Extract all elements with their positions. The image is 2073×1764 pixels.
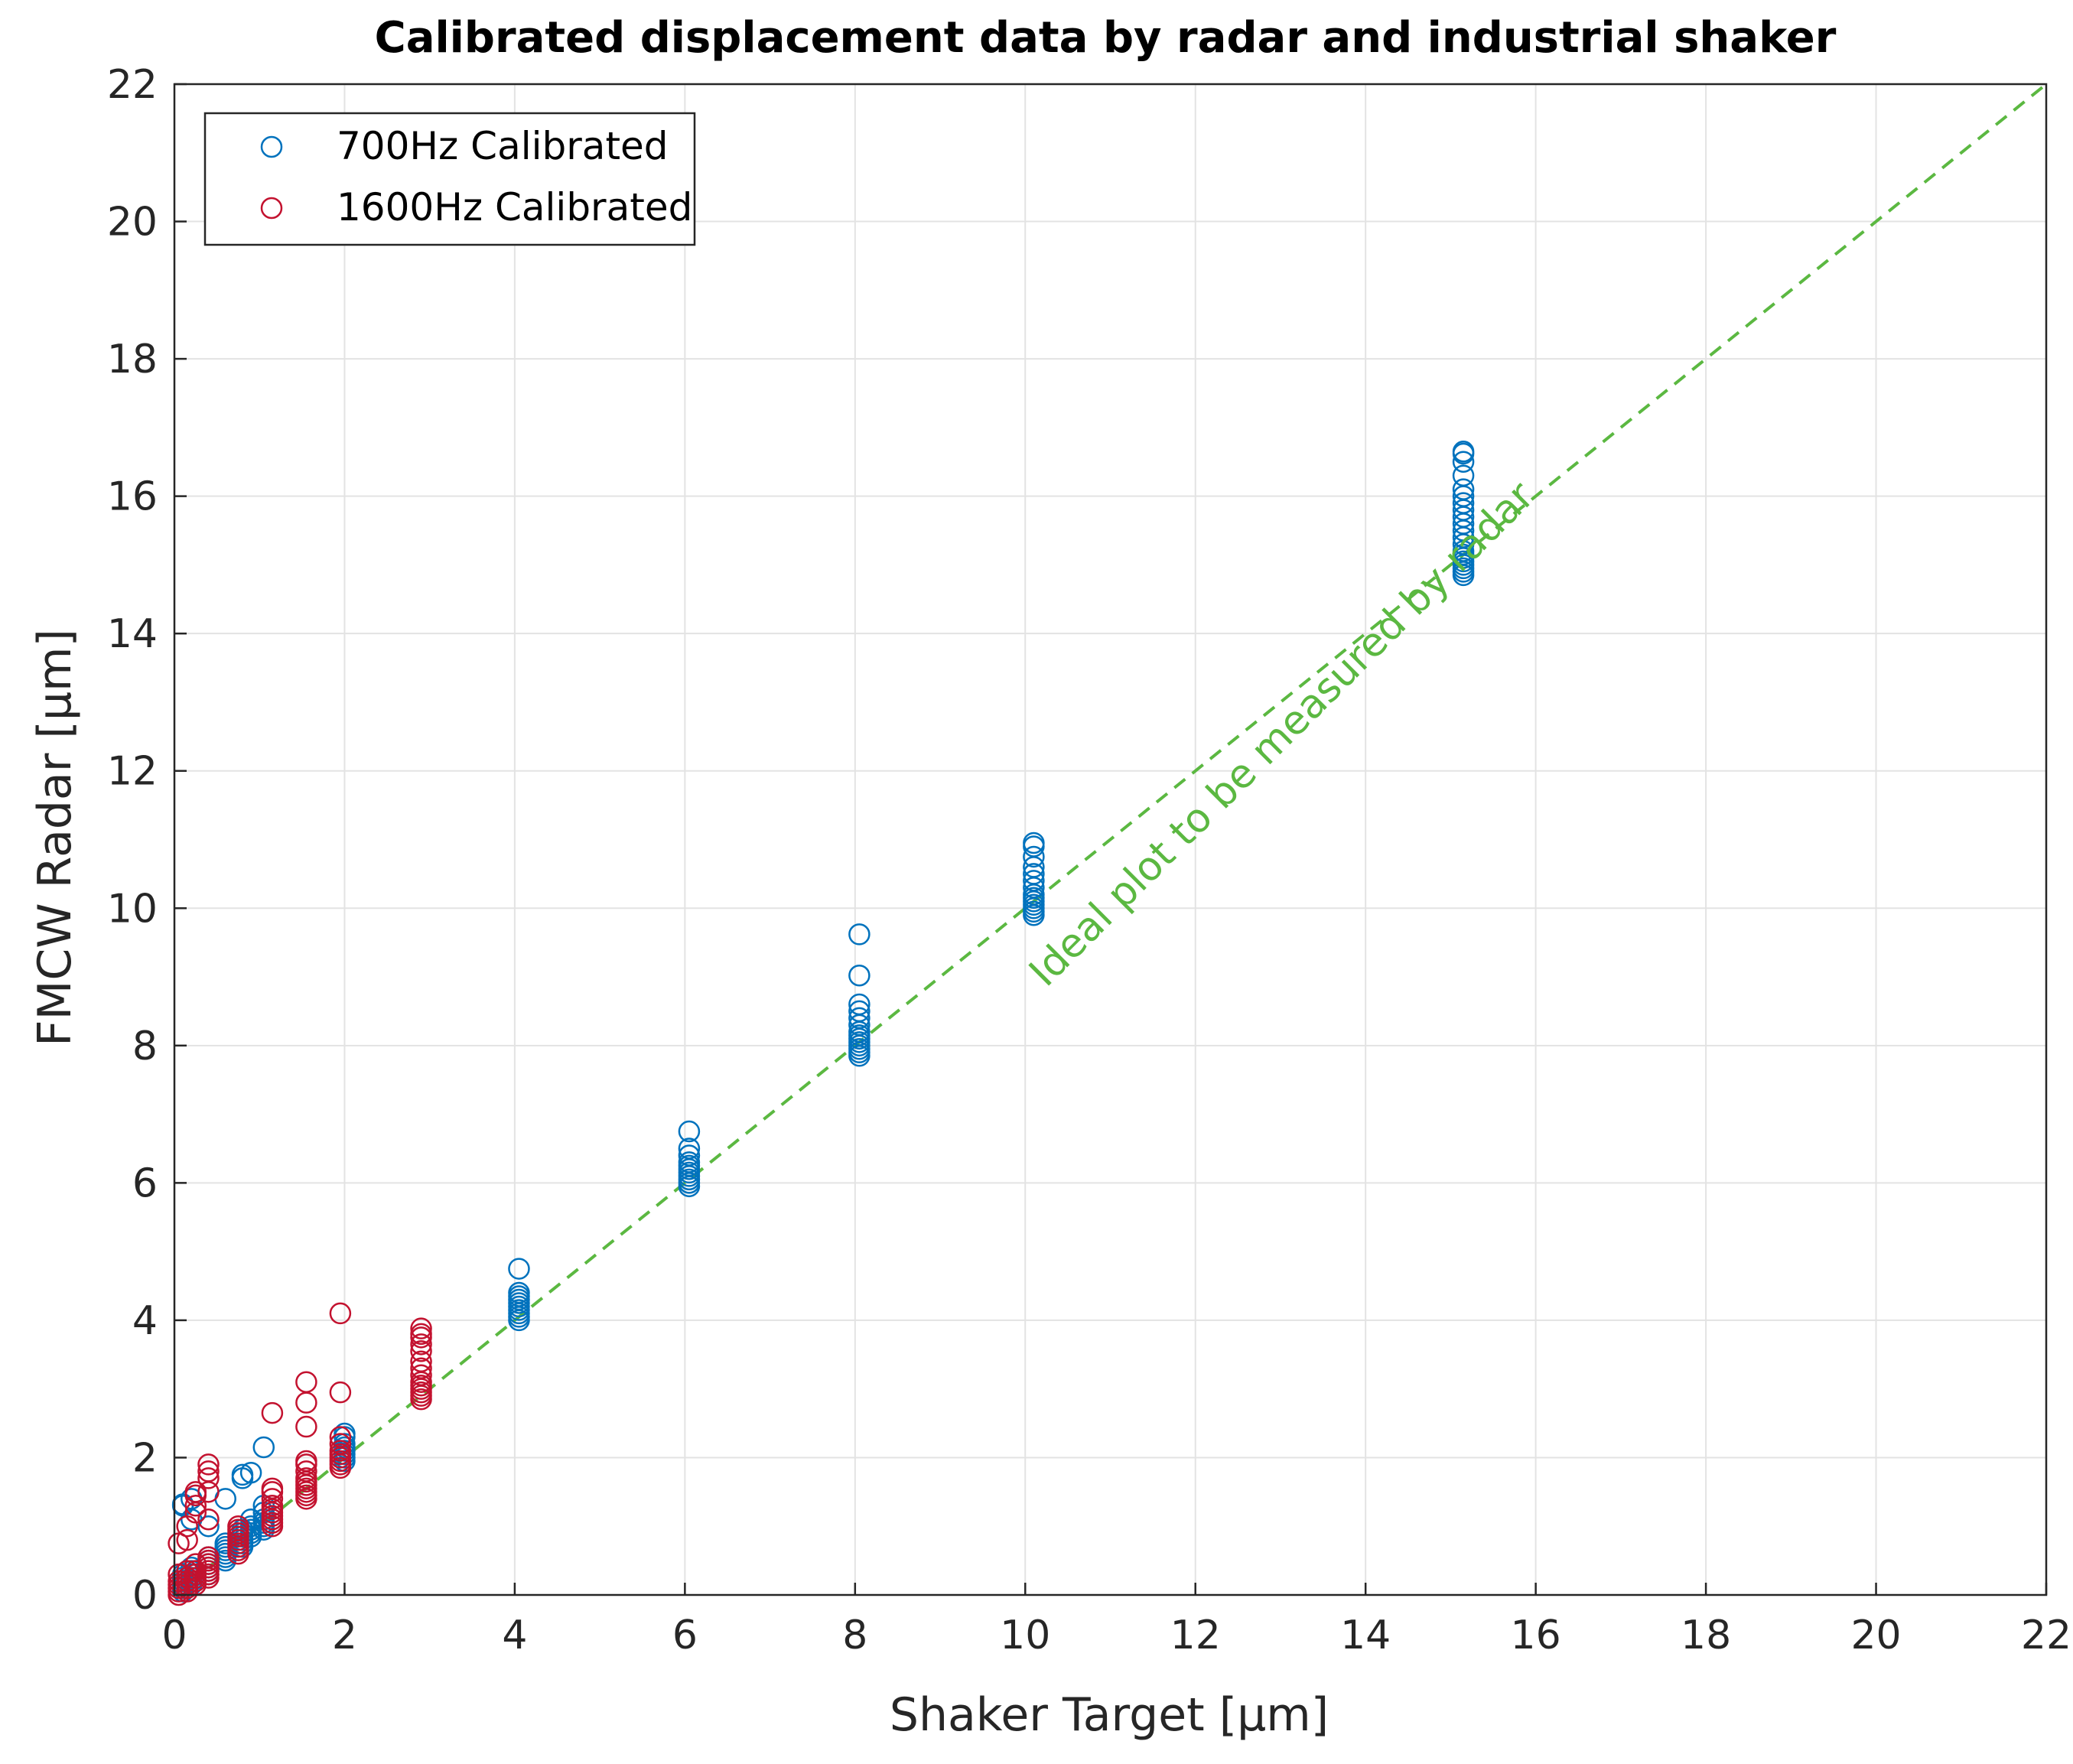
- legend: 700Hz Calibrated 1600Hz Calibrated: [203, 112, 696, 246]
- point-700hz: [678, 1120, 701, 1143]
- point-700hz: [1023, 863, 1045, 885]
- y-tick-label: 8: [132, 1024, 158, 1069]
- point-1600hz: [197, 1509, 220, 1531]
- legend-label-700hz: 700Hz Calibrated: [337, 124, 669, 168]
- point-700hz: [678, 1144, 701, 1167]
- point-1600hz: [261, 1488, 284, 1510]
- point-700hz: [1452, 441, 1475, 463]
- x-tick-label: 0: [161, 1613, 187, 1658]
- x-tick-label: 8: [842, 1613, 867, 1658]
- y-tick-label: 6: [132, 1160, 158, 1206]
- point-700hz: [1023, 870, 1045, 892]
- point-700hz: [848, 965, 871, 987]
- point-1600hz: [197, 1453, 220, 1476]
- x-tick-label: 2: [332, 1613, 357, 1658]
- x-axis-label: Shaker Target [µm]: [890, 1688, 1329, 1742]
- point-700hz: [1452, 478, 1475, 500]
- point-700hz: [1023, 832, 1045, 854]
- point-1600hz: [410, 1317, 432, 1339]
- point-700hz: [508, 1258, 530, 1280]
- point-700hz: [197, 1515, 220, 1538]
- point-1600hz: [410, 1357, 432, 1379]
- plot-frame: [173, 83, 2048, 1596]
- legend-label-1600hz: 1600Hz Calibrated: [337, 185, 692, 229]
- point-1600hz: [261, 1477, 284, 1500]
- point-1600hz: [295, 1467, 317, 1489]
- point-1600hz: [184, 1495, 207, 1517]
- x-tick-label: 14: [1340, 1613, 1391, 1658]
- point-1600hz: [295, 1450, 317, 1473]
- x-tick-label: 22: [2021, 1613, 2071, 1658]
- point-1600hz: [329, 1426, 352, 1448]
- ideal-line-group: [173, 83, 2048, 1596]
- x-tick-label: 20: [1850, 1613, 1901, 1658]
- y-tick-label: 0: [132, 1573, 158, 1619]
- y-tick-label: 2: [132, 1435, 158, 1481]
- point-700hz: [678, 1151, 701, 1173]
- point-700hz: [1452, 451, 1475, 473]
- point-700hz: [1452, 492, 1475, 514]
- point-700hz: [1452, 464, 1475, 487]
- point-700hz: [848, 1000, 871, 1023]
- y-tick-label: 20: [107, 200, 158, 246]
- point-1600hz: [410, 1350, 432, 1373]
- x-tick-label: 10: [1000, 1613, 1050, 1658]
- point-700hz: [678, 1137, 701, 1160]
- y-axis-label: FMCW Radar [µm]: [28, 629, 82, 1046]
- y-tick-label: 16: [107, 474, 158, 520]
- point-1600hz: [410, 1340, 432, 1362]
- ideal-line-annotation: Ideal plot to be measured by radar: [1020, 473, 1543, 995]
- y-tick-label: 12: [107, 749, 158, 795]
- chart-title: Calibrated displacement data by radar an…: [375, 13, 1837, 63]
- y-tick-label: 22: [107, 62, 158, 108]
- point-1600hz: [410, 1323, 432, 1346]
- point-1600hz: [410, 1333, 432, 1356]
- x-tick-label: 18: [1681, 1613, 1731, 1658]
- data-points: [168, 441, 1475, 1606]
- point-1600hz: [410, 1364, 432, 1386]
- x-tick-label: 16: [1511, 1613, 1561, 1658]
- ideal-line: [173, 83, 2048, 1596]
- legend-marker-1600hz: [260, 197, 283, 220]
- point-700hz: [231, 1463, 254, 1486]
- legend-marker-700hz: [260, 135, 283, 158]
- point-1600hz: [261, 1495, 284, 1517]
- point-1600hz: [261, 1401, 284, 1424]
- point-1600hz: [176, 1528, 198, 1551]
- point-1600hz: [197, 1460, 220, 1482]
- point-1600hz: [329, 1302, 352, 1325]
- point-1600hz: [295, 1391, 317, 1414]
- point-1600hz: [295, 1371, 317, 1393]
- point-700hz: [848, 993, 871, 1016]
- point-1600hz: [197, 1467, 220, 1489]
- point-1600hz: [329, 1440, 352, 1462]
- point-1600hz: [295, 1415, 317, 1438]
- point-1600hz: [197, 1546, 220, 1568]
- point-700hz: [508, 1281, 530, 1304]
- point-700hz: [848, 923, 871, 945]
- y-tick-label: 10: [107, 886, 158, 932]
- point-700hz: [252, 1436, 275, 1459]
- point-1600hz: [184, 1481, 207, 1503]
- y-tick-label: 18: [107, 337, 158, 382]
- axis-ticks: 0 2 4 6 8 10 12 14 16 18 20 22 0 2 4 6 8 10 12 14 16 18 20 22: [107, 62, 2071, 1658]
- point-1600hz: [329, 1381, 352, 1404]
- legend-box: [203, 112, 696, 246]
- point-700hz: [1023, 845, 1045, 868]
- point-1600hz: [295, 1460, 317, 1482]
- x-tick-label: 4: [502, 1613, 527, 1658]
- x-tick-label: 12: [1170, 1613, 1221, 1658]
- point-700hz: [334, 1422, 356, 1445]
- point-700hz: [239, 1461, 262, 1484]
- y-tick-label: 4: [132, 1298, 158, 1344]
- point-1600hz: [329, 1433, 352, 1455]
- y-tick-label: 14: [107, 611, 158, 657]
- x-tick-label: 6: [672, 1613, 698, 1658]
- point-700hz: [848, 1007, 871, 1030]
- point-1600hz: [227, 1515, 249, 1538]
